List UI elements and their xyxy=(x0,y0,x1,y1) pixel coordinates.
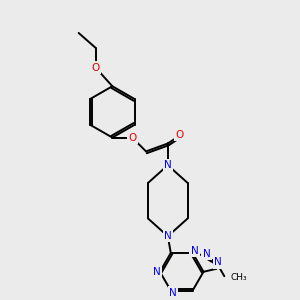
Text: N: N xyxy=(214,257,222,267)
Text: N: N xyxy=(164,231,172,241)
Text: O: O xyxy=(92,62,100,73)
Text: N: N xyxy=(169,287,177,298)
Text: N: N xyxy=(191,246,199,256)
Text: N: N xyxy=(164,160,172,170)
Text: O: O xyxy=(176,130,184,140)
Text: N: N xyxy=(202,249,210,259)
Text: O: O xyxy=(128,133,136,142)
Text: CH₃: CH₃ xyxy=(230,273,247,282)
Text: N: N xyxy=(153,267,161,277)
